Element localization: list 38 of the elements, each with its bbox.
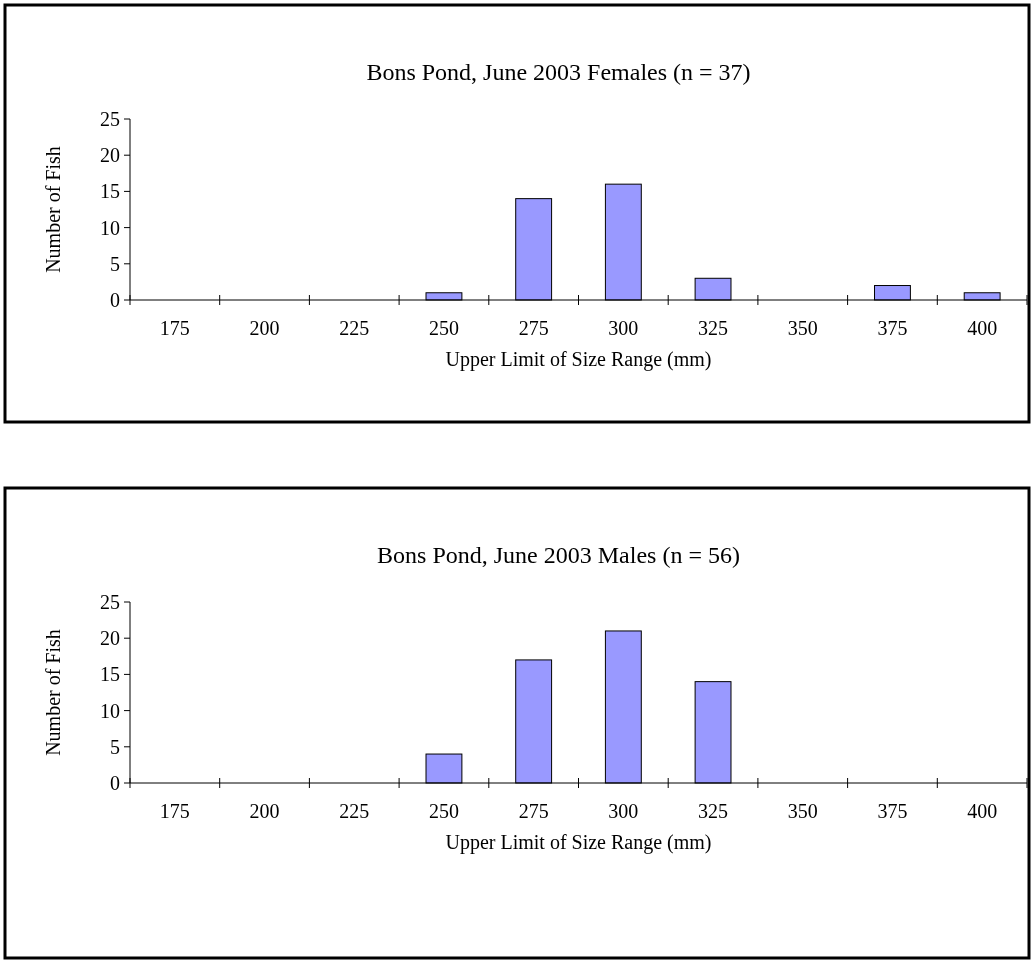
y-tick-label: 5: [110, 735, 120, 758]
y-tick-label: 10: [100, 699, 120, 722]
x-tick-label: 350: [787, 317, 818, 339]
x-tick-label: 325: [698, 317, 729, 339]
y-tick-label: 0: [110, 772, 120, 794]
y-tick-label: 20: [100, 144, 120, 167]
x-tick-label: 400: [967, 800, 998, 822]
x-axis-title: Upper Limit of Size Range (mm): [445, 348, 712, 371]
y-axis-title: Number of Fish: [42, 629, 64, 756]
y-axis-title: Number of Fish: [42, 146, 64, 273]
x-tick-label: 275: [518, 317, 549, 339]
x-tick-label: 175: [159, 317, 190, 339]
x-tick-label: 375: [877, 317, 908, 339]
x-tick-label: 200: [249, 317, 280, 339]
y-tick-label: 20: [100, 627, 120, 650]
y-tick-label: 15: [100, 663, 120, 686]
x-tick-label: 250: [428, 317, 459, 339]
chart-title: Bons Pond, June 2003 Males (n = 56): [377, 542, 740, 568]
x-tick-label: 325: [698, 800, 729, 822]
x-tick-label: 400: [967, 317, 998, 339]
y-tick-label: 15: [100, 180, 120, 203]
x-tick-label: 350: [787, 800, 818, 822]
x-tick-label: 250: [428, 800, 459, 822]
x-tick-label: 275: [518, 800, 549, 822]
x-tick-label: 375: [877, 800, 908, 822]
x-tick-label: 225: [339, 317, 370, 339]
y-tick-label: 10: [100, 216, 120, 239]
y-tick-label: 5: [110, 252, 120, 275]
y-tick-label: 25: [100, 591, 120, 613]
chart-title: Bons Pond, June 2003 Females (n = 37): [366, 59, 751, 85]
y-tick-label: 0: [110, 289, 120, 311]
x-tick-label: 225: [339, 800, 370, 822]
x-tick-label: 300: [608, 800, 639, 822]
x-axis-title: Upper Limit of Size Range (mm): [445, 831, 712, 854]
x-tick-label: 175: [159, 800, 190, 822]
x-tick-label: 200: [249, 800, 280, 822]
y-tick-label: 25: [100, 108, 120, 130]
x-tick-label: 300: [608, 317, 639, 339]
